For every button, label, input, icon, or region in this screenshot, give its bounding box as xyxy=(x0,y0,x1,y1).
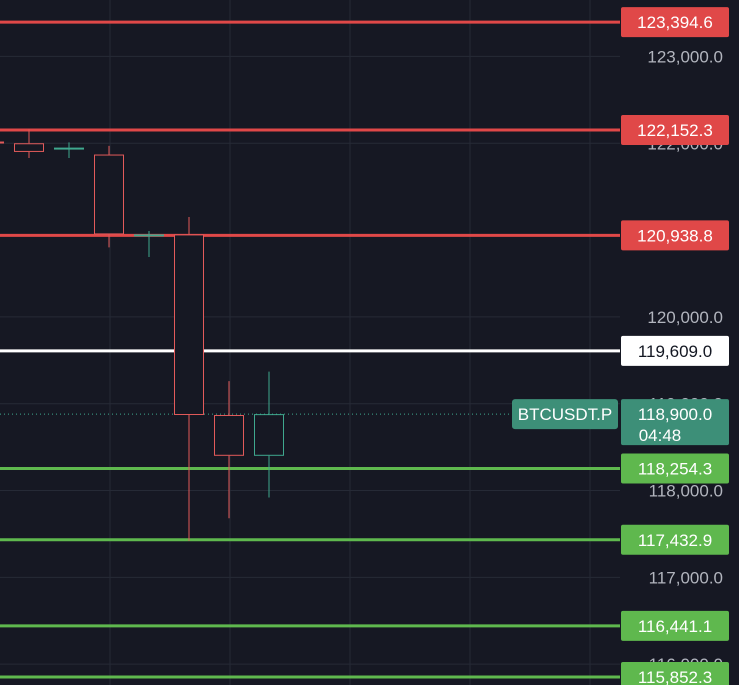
symbol-tag-bg xyxy=(512,399,618,430)
price-axis-tick-label: 118,000.0 xyxy=(649,482,723,501)
candle xyxy=(214,381,244,519)
candle-body xyxy=(0,141,4,144)
candle-body xyxy=(214,414,244,456)
price-axis-tick-label: 120,000.0 xyxy=(647,308,723,327)
price-level-tag[interactable]: 119,609.0 xyxy=(621,335,729,366)
price-level-tag-bg xyxy=(621,335,729,366)
candle xyxy=(174,217,204,541)
candle-body xyxy=(54,147,84,150)
last-price-label: 118,900.0 xyxy=(638,405,712,424)
price-level-tag-label: 118,254.3 xyxy=(638,459,712,478)
candle-body xyxy=(174,234,204,415)
grid xyxy=(0,0,620,685)
symbol-label: BTCUSDT.P xyxy=(518,405,612,424)
price-level-tag-label: 122,152.3 xyxy=(637,121,713,140)
price-level-tag-bg xyxy=(621,524,729,555)
candle xyxy=(134,230,164,257)
price-level-tag[interactable]: 118,254.3 xyxy=(621,453,729,484)
price-level-tag-bg xyxy=(621,610,729,641)
candle-body xyxy=(14,143,44,152)
candles xyxy=(0,129,284,541)
price-level-tag-label: 120,938.8 xyxy=(637,226,713,245)
price-level-tag-label: 115,852.3 xyxy=(638,668,712,685)
candle xyxy=(54,142,84,159)
price-axis-tick-label: 117,000.0 xyxy=(649,568,723,587)
price-level-tag[interactable]: 117,432.9 xyxy=(621,524,729,555)
symbol-tag[interactable]: BTCUSDT.P xyxy=(512,399,618,430)
price-level-tag[interactable]: 122,152.3 xyxy=(621,115,729,146)
candle-body xyxy=(94,154,124,235)
price-level-tag[interactable]: 115,852.3 xyxy=(621,661,729,685)
price-level-tag[interactable]: 123,394.6 xyxy=(621,7,729,38)
price-level-tag-label: 119,609.0 xyxy=(638,342,712,361)
price-level-tag-label: 116,441.1 xyxy=(638,617,712,636)
price-level-tag-bg xyxy=(621,7,729,38)
candle-body xyxy=(254,414,284,456)
price-level-tag-label: 123,394.6 xyxy=(637,13,713,32)
last-price-tag[interactable]: 118,900.0 04:48 xyxy=(621,399,729,446)
price-level-tag-bg xyxy=(621,661,729,685)
candle xyxy=(254,371,284,498)
price-tags: 123,394.6 122,152.3 120,938.8 119,609.0 118,… xyxy=(512,7,729,685)
price-level-tag-bg xyxy=(621,453,729,484)
price-axis-tick-label: 123,000.0 xyxy=(647,47,723,66)
candle xyxy=(0,141,4,144)
candle-body xyxy=(134,234,164,237)
last-price-tag-bg xyxy=(621,399,729,446)
price-level-tag-label: 117,432.9 xyxy=(638,531,712,550)
price-level-tag-bg xyxy=(621,220,729,251)
price-level-tag[interactable]: 116,441.1 xyxy=(621,610,729,641)
horizontal-levels xyxy=(0,20,620,679)
price-level-tag-bg xyxy=(621,115,729,146)
price-level-tag[interactable]: 120,938.8 xyxy=(621,220,729,251)
bar-countdown-label: 04:48 xyxy=(639,426,682,445)
candle xyxy=(14,129,44,159)
candle xyxy=(94,145,124,248)
